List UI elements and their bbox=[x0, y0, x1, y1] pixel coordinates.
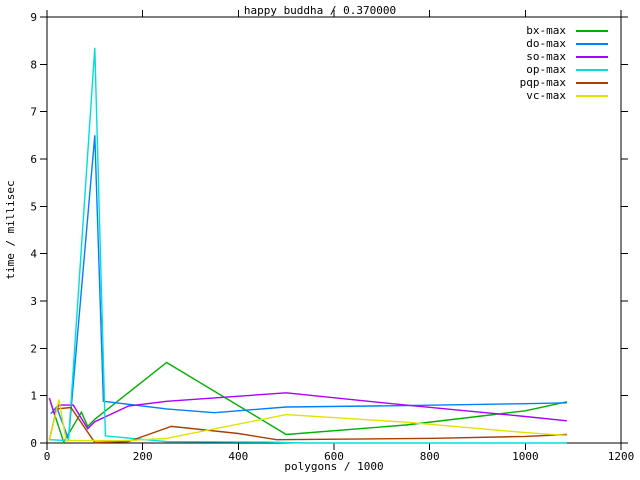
y-tick-label: 1 bbox=[30, 390, 37, 403]
series-line-pqp-max bbox=[48, 406, 567, 444]
legend-line-swatch bbox=[576, 68, 608, 71]
legend-label: vc-max bbox=[526, 89, 566, 102]
legend-line-swatch bbox=[576, 42, 608, 45]
legend-item-pqp-max: pqp-max bbox=[466, 76, 608, 89]
x-tick-label: 600 bbox=[324, 450, 344, 463]
series-line-vc-max bbox=[48, 399, 567, 442]
legend-item-do-max: do-max bbox=[466, 37, 608, 50]
legend-line-swatch bbox=[576, 29, 608, 32]
y-tick-label: 2 bbox=[30, 342, 37, 355]
x-tick-label: 0 bbox=[44, 450, 51, 463]
legend-item-vc-max: vc-max bbox=[466, 89, 608, 102]
y-tick-label: 4 bbox=[30, 248, 37, 261]
legend-label: bx-max bbox=[526, 24, 566, 37]
x-tick-label: 800 bbox=[420, 450, 440, 463]
legend-label: do-max bbox=[526, 37, 566, 50]
y-tick-label: 5 bbox=[30, 200, 37, 213]
x-tick-label: 200 bbox=[133, 450, 153, 463]
legend-label: so-max bbox=[526, 50, 566, 63]
series-line-op-max bbox=[49, 47, 567, 444]
chart-title: happy buddha / 0.370000 bbox=[243, 4, 397, 17]
legend: bx-max do-max so-max op-max pqp-max vc-max bbox=[466, 24, 608, 102]
y-tick-label: 7 bbox=[30, 106, 37, 119]
y-tick-label: 8 bbox=[30, 58, 37, 71]
y-tick-label: 6 bbox=[30, 153, 37, 166]
series-line-so-max bbox=[48, 392, 567, 430]
y-tick-label: 0 bbox=[30, 437, 37, 450]
legend-item-bx-max: bx-max bbox=[466, 24, 608, 37]
legend-item-op-max: op-max bbox=[466, 63, 608, 76]
x-tick-label: 1000 bbox=[512, 450, 539, 463]
y-tick-label: 3 bbox=[30, 295, 37, 308]
legend-line-swatch bbox=[576, 55, 608, 58]
series-line-bx-max bbox=[50, 361, 568, 444]
legend-line-swatch bbox=[576, 81, 608, 84]
x-tick-label: 1200 bbox=[608, 450, 635, 463]
x-tick-label: 400 bbox=[228, 450, 248, 463]
legend-label: op-max bbox=[526, 63, 566, 76]
legend-line-swatch bbox=[576, 94, 608, 97]
x-axis-label: polygons / 1000 bbox=[284, 460, 384, 473]
y-tick-label: 9 bbox=[30, 11, 37, 24]
legend-item-so-max: so-max bbox=[466, 50, 608, 63]
legend-label: pqp-max bbox=[519, 76, 566, 89]
